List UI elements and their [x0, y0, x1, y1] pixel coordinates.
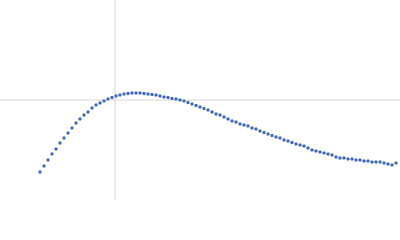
data-point	[194, 103, 198, 108]
data-point	[250, 126, 254, 130]
data-point	[330, 153, 334, 157]
data-point	[74, 121, 78, 125]
data-point	[126, 91, 130, 96]
data-point	[370, 160, 374, 164]
data-point	[218, 113, 222, 117]
data-point	[106, 97, 110, 101]
data-point	[346, 157, 350, 161]
data-point	[394, 161, 398, 165]
data-point	[282, 138, 286, 142]
data-point	[298, 143, 302, 147]
data-point	[162, 95, 166, 99]
data-point	[78, 117, 82, 121]
data-point	[62, 136, 66, 140]
data-point	[374, 160, 378, 164]
data-point	[354, 158, 358, 162]
data-point	[118, 93, 122, 97]
data-point	[362, 159, 366, 163]
data-point	[98, 101, 102, 105]
data-point	[42, 164, 46, 168]
data-point	[50, 152, 54, 156]
data-point	[114, 94, 118, 98]
data-point	[190, 102, 194, 106]
data-point	[214, 112, 218, 116]
data-point	[386, 162, 390, 166]
data-point	[382, 161, 386, 165]
data-point	[150, 92, 154, 97]
data-point	[242, 123, 246, 127]
chart	[0, 0, 400, 200]
data-point	[294, 142, 298, 146]
data-point	[130, 91, 134, 95]
data-point	[54, 147, 58, 151]
data-point	[258, 129, 262, 133]
data-point	[318, 150, 322, 154]
data-point	[58, 141, 62, 145]
data-point	[174, 97, 178, 101]
data-point	[390, 163, 394, 167]
data-point	[146, 92, 150, 96]
data-point	[322, 151, 326, 155]
data-point	[122, 92, 126, 96]
data-point	[142, 91, 146, 96]
data-point	[286, 139, 290, 143]
data-point	[274, 135, 278, 139]
data-point	[86, 110, 90, 114]
data-point	[102, 99, 106, 103]
data-point	[110, 95, 114, 100]
data-point	[158, 94, 162, 98]
data-point	[238, 122, 242, 126]
data-point	[306, 146, 310, 150]
data-point	[350, 157, 354, 161]
data-point	[202, 106, 206, 111]
data-point	[182, 99, 186, 103]
data-point	[38, 170, 42, 174]
data-point	[366, 159, 370, 163]
data-point	[198, 105, 202, 109]
data-point	[290, 140, 294, 145]
data-point	[302, 144, 306, 148]
data-point	[166, 95, 170, 100]
data-point	[230, 119, 234, 123]
data-point	[358, 158, 362, 162]
data-point	[134, 91, 138, 95]
data-point	[254, 127, 258, 131]
data-point	[66, 131, 70, 135]
data-point	[90, 106, 94, 110]
data-point	[46, 158, 50, 162]
data-point	[334, 155, 338, 159]
data-point	[70, 126, 74, 130]
data-point	[278, 136, 282, 140]
data-point	[310, 148, 314, 152]
data-point	[234, 120, 238, 124]
data-point	[226, 117, 230, 121]
data-point	[186, 100, 190, 105]
data-point	[154, 93, 158, 97]
data-point	[314, 149, 318, 153]
data-point	[378, 160, 382, 164]
data-point	[338, 156, 342, 160]
data-point	[82, 113, 86, 117]
data-point	[206, 108, 210, 112]
data-point	[262, 130, 266, 135]
data-point	[178, 98, 182, 102]
data-point	[170, 96, 174, 101]
data-point	[326, 152, 330, 156]
data-point	[138, 91, 142, 95]
data-point	[222, 115, 226, 119]
data-point	[266, 132, 270, 136]
data-point	[210, 110, 214, 114]
data-point	[246, 124, 250, 128]
data-point	[342, 156, 346, 160]
data-point	[270, 133, 274, 138]
data-point	[94, 103, 98, 107]
